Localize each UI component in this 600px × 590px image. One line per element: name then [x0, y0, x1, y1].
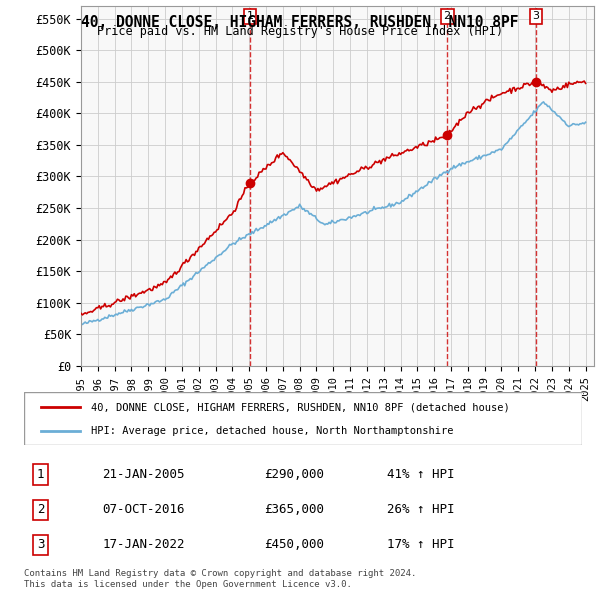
Text: £365,000: £365,000 [264, 503, 324, 516]
Text: 07-OCT-2016: 07-OCT-2016 [102, 503, 185, 516]
Text: 1: 1 [247, 11, 254, 21]
Text: 21-JAN-2005: 21-JAN-2005 [102, 468, 185, 481]
Text: 41% ↑ HPI: 41% ↑ HPI [387, 468, 454, 481]
Text: 2: 2 [37, 503, 44, 516]
Text: Contains HM Land Registry data © Crown copyright and database right 2024.
This d: Contains HM Land Registry data © Crown c… [24, 569, 416, 589]
Text: 3: 3 [37, 538, 44, 551]
Text: £450,000: £450,000 [264, 538, 324, 551]
Text: 1: 1 [37, 468, 44, 481]
Text: 2: 2 [443, 11, 451, 21]
Text: HPI: Average price, detached house, North Northamptonshire: HPI: Average price, detached house, Nort… [91, 425, 454, 435]
Text: 40, DONNE CLOSE, HIGHAM FERRERS, RUSHDEN, NN10 8PF: 40, DONNE CLOSE, HIGHAM FERRERS, RUSHDEN… [81, 15, 519, 30]
Text: £290,000: £290,000 [264, 468, 324, 481]
Text: 17-JAN-2022: 17-JAN-2022 [102, 538, 185, 551]
Text: 3: 3 [532, 11, 539, 21]
Text: Price paid vs. HM Land Registry's House Price Index (HPI): Price paid vs. HM Land Registry's House … [97, 25, 503, 38]
Text: 26% ↑ HPI: 26% ↑ HPI [387, 503, 454, 516]
Text: 17% ↑ HPI: 17% ↑ HPI [387, 538, 454, 551]
Text: 40, DONNE CLOSE, HIGHAM FERRERS, RUSHDEN, NN10 8PF (detached house): 40, DONNE CLOSE, HIGHAM FERRERS, RUSHDEN… [91, 402, 510, 412]
FancyBboxPatch shape [24, 392, 582, 445]
